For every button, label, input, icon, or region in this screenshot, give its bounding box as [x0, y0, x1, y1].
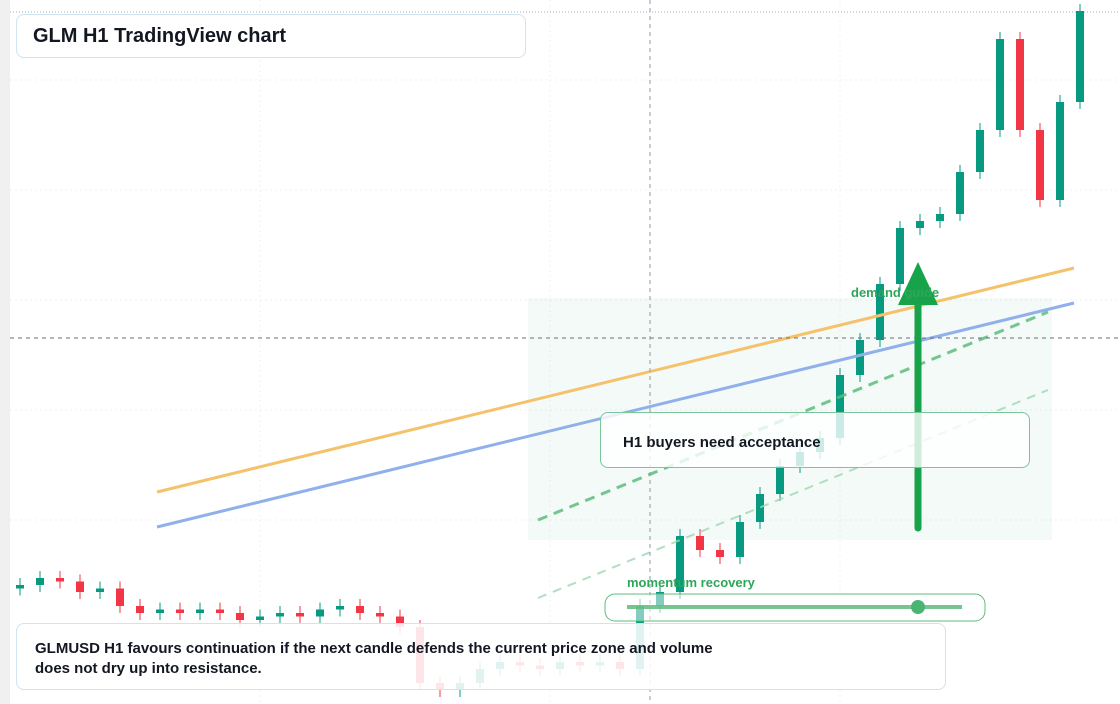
candle-body: [176, 609, 184, 613]
candle-body: [996, 39, 1004, 130]
candle-body: [1016, 39, 1024, 130]
candle-body: [256, 616, 264, 620]
candle-body: [856, 340, 864, 375]
candle-body: [236, 613, 244, 620]
chart-title: GLM H1 TradingView chart: [33, 25, 287, 47]
candle-body: [776, 466, 784, 494]
arrow-head: [898, 262, 938, 305]
note: GLMUSD H1 favours continuation if the ne…: [35, 640, 713, 677]
annotation-box: H1 buyers need acceptance: [600, 412, 1030, 468]
candle-body: [976, 130, 984, 172]
candle-body: [1056, 102, 1064, 200]
annotation: demand guide: [851, 285, 940, 300]
candle-body: [1076, 11, 1084, 102]
candle-body: [216, 609, 224, 613]
note-box: GLMUSD H1 favours continuation if the ne…: [16, 623, 946, 690]
candle-body: [316, 609, 324, 617]
candle-body: [16, 585, 24, 589]
candle-body: [96, 588, 104, 592]
annotation: H1 buyers need acceptance: [623, 434, 821, 451]
candle-body: [396, 616, 404, 627]
candle-body: [676, 536, 684, 592]
candle-body: [916, 221, 924, 228]
candle-body: [696, 536, 704, 550]
candle-body: [136, 606, 144, 613]
candle-body: [836, 375, 844, 438]
candle-body: [376, 613, 384, 617]
left-edge: [0, 0, 10, 704]
candle-body: [896, 228, 904, 284]
momentum-dot: [911, 600, 925, 614]
candle-body: [1036, 130, 1044, 200]
candle-body: [196, 609, 204, 613]
candle-body: [756, 494, 764, 522]
candle-body: [356, 606, 364, 613]
candle-body: [76, 581, 84, 592]
candle-body: [296, 613, 304, 617]
candle-body: [736, 522, 744, 557]
trend-dash-lower: [537, 389, 1049, 599]
candle-body: [156, 609, 164, 613]
candle-body: [936, 214, 944, 221]
candle-body: [276, 613, 284, 617]
candle-body: [56, 578, 64, 582]
candle-body: [36, 578, 44, 585]
candle-body: [956, 172, 964, 214]
grid: [10, 0, 1120, 704]
candle-body: [116, 588, 124, 606]
title-box: GLM H1 TradingView chart: [16, 14, 526, 58]
candle-body: [336, 606, 344, 610]
annotation: momentum recovery: [627, 575, 755, 590]
candle-body: [876, 284, 884, 340]
candle-body: [716, 550, 724, 557]
